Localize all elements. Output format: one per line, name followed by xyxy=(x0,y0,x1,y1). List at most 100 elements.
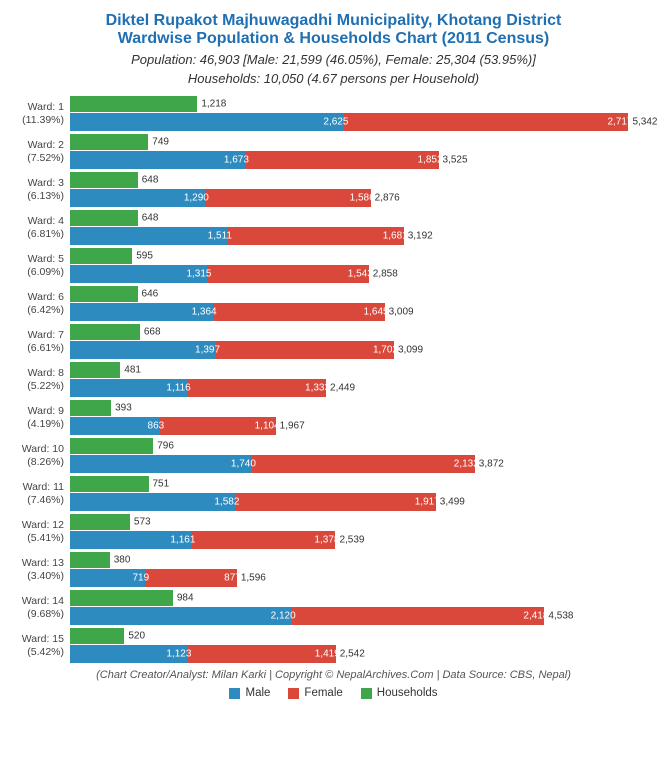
female-bar xyxy=(245,151,439,169)
total-value: 2,876 xyxy=(375,193,400,204)
ward-row: Ward: 4(6.81%)6481,5111,6813,192 xyxy=(14,210,653,245)
female-bar xyxy=(228,227,404,245)
ward-axis-label: Ward: 15(5.42%) xyxy=(14,628,70,663)
male-value: 863 xyxy=(148,421,165,432)
ward-axis-label: Ward: 11(7.46%) xyxy=(14,476,70,511)
households-value: 668 xyxy=(144,327,161,338)
female-value: 2,418 xyxy=(523,611,548,622)
ward-row: Ward: 2(7.52%) 749 1,673 1,8523,525 xyxy=(14,134,653,169)
households-value: 380 xyxy=(114,555,131,566)
households-value: 573 xyxy=(134,517,151,528)
households-value: 648 xyxy=(142,175,159,186)
female-value: 1,702 xyxy=(373,345,398,356)
ward-row: Ward: 1(11.39%)1,2182,6252,7175,342 xyxy=(14,96,653,131)
total-value: 3,009 xyxy=(389,307,414,318)
ward-axis-label: Ward: 5(6.09%) xyxy=(14,248,70,283)
female-value: 1,681 xyxy=(383,231,408,242)
male-value: 1,290 xyxy=(184,193,209,204)
households-value: 646 xyxy=(142,289,159,300)
ward-row: Ward: 14(9.68%)9842,1202,4184,538 xyxy=(14,590,653,625)
ward-row: Ward: 12(5.41%)5731,1611,3782,539 xyxy=(14,514,653,549)
total-value: 3,499 xyxy=(440,497,465,508)
households-bar xyxy=(70,172,138,188)
ward-axis-label: Ward: 7(6.61%) xyxy=(14,324,70,359)
ward-axis-label: Ward: 2(7.52%) xyxy=(14,134,70,169)
female-value: 2,717 xyxy=(607,117,632,128)
ward-bars: 5951,3151,5432,858 xyxy=(70,248,653,283)
total-value: 1,596 xyxy=(241,573,266,584)
legend-label-male: Male xyxy=(245,687,270,699)
female-value: 1,852 xyxy=(418,155,443,166)
chart-title-line1: Diktel Rupakot Majhuwagadhi Municipality… xyxy=(14,12,653,30)
households-bar xyxy=(70,590,173,606)
female-bar xyxy=(235,493,435,511)
male-value: 1,161 xyxy=(170,535,195,546)
male-value: 2,120 xyxy=(271,611,296,622)
total-value: 1,967 xyxy=(280,421,305,432)
ward-bars: 5731,1611,3782,539 xyxy=(70,514,653,549)
ward-bars: 749 1,673 1,8523,525 xyxy=(70,134,653,169)
households-value: 751 xyxy=(153,479,170,490)
female-value: 877 xyxy=(224,573,241,584)
ward-bars: 380719 8771,596 xyxy=(70,552,653,587)
ward-bars: 668 1,397 1,7023,099 xyxy=(70,324,653,359)
ward-row: Ward: 7(6.61%) 668 1,397 1,7023,099 xyxy=(14,324,653,359)
ward-bars: 7961,7402,1323,872 xyxy=(70,438,653,473)
households-value: 520 xyxy=(128,631,145,642)
households-value: 749 xyxy=(152,137,169,148)
households-value: 481 xyxy=(124,365,141,376)
total-value: 4,538 xyxy=(548,611,573,622)
households-value: 984 xyxy=(177,593,194,604)
ward-axis-label: Ward: 13(3.40%) xyxy=(14,552,70,587)
households-bar xyxy=(70,324,140,340)
ward-row: Ward: 6(6.42%)6461,3641,6453,009 xyxy=(14,286,653,321)
female-value: 1,104 xyxy=(255,421,280,432)
ward-bars: 1,2182,6252,7175,342 xyxy=(70,96,653,131)
ward-row: Ward: 13(3.40%) 380719 8771,596 xyxy=(14,552,653,587)
ward-axis-label: Ward: 12(5.41%) xyxy=(14,514,70,549)
legend-swatch-female xyxy=(288,688,299,699)
total-value: 2,858 xyxy=(373,269,398,280)
households-value: 595 xyxy=(136,251,153,262)
female-value: 1,586 xyxy=(350,193,375,204)
legend-swatch-male xyxy=(229,688,240,699)
female-value: 2,132 xyxy=(454,459,479,470)
households-bar xyxy=(70,438,153,454)
ward-bars: 3938631,1041,967 xyxy=(70,400,653,435)
male-value: 1,397 xyxy=(195,345,220,356)
households-bar xyxy=(70,286,138,302)
households-bar xyxy=(70,210,138,226)
ward-bars: 7511,5821,9173,499 xyxy=(70,476,653,511)
total-value: 3,872 xyxy=(479,459,504,470)
ward-row: Ward: 9(4.19%)3938631,1041,967 xyxy=(14,400,653,435)
ward-row: Ward: 11(7.46%)7511,5821,9173,499 xyxy=(14,476,653,511)
chart-plot-area: Ward: 1(11.39%)1,2182,6252,7175,342Ward:… xyxy=(14,96,653,663)
households-bar xyxy=(70,96,197,112)
female-value: 1,543 xyxy=(348,269,373,280)
female-bar xyxy=(205,189,371,207)
chart-title-line2: Wardwise Population & Households Chart (… xyxy=(14,30,653,48)
total-value: 3,099 xyxy=(398,345,423,356)
ward-row: Ward: 10(8.26%)7961,7402,1323,872 xyxy=(14,438,653,473)
female-bar xyxy=(213,303,385,321)
male-value: 1,673 xyxy=(224,155,249,166)
total-value: 5,342 xyxy=(632,117,657,128)
male-bar xyxy=(70,227,228,245)
male-bar xyxy=(70,151,245,169)
households-value: 1,218 xyxy=(201,99,226,110)
male-value: 1,740 xyxy=(231,459,256,470)
ward-row: Ward: 5(6.09%)5951,3151,5432,858 xyxy=(14,248,653,283)
female-value: 1,378 xyxy=(314,535,339,546)
legend-label-households: Households xyxy=(377,687,438,699)
total-value: 2,449 xyxy=(330,383,355,394)
male-bar xyxy=(70,455,252,473)
male-value: 719 xyxy=(132,573,149,584)
households-bar xyxy=(70,514,130,530)
households-bar xyxy=(70,476,149,492)
total-value: 3,525 xyxy=(443,155,468,166)
female-value: 1,917 xyxy=(415,497,440,508)
female-bar xyxy=(292,607,545,625)
female-value: 1,419 xyxy=(315,649,340,660)
chart-subtitle-line2: Households: 10,050 (4.67 persons per Hou… xyxy=(14,71,653,86)
households-bar xyxy=(70,134,148,150)
